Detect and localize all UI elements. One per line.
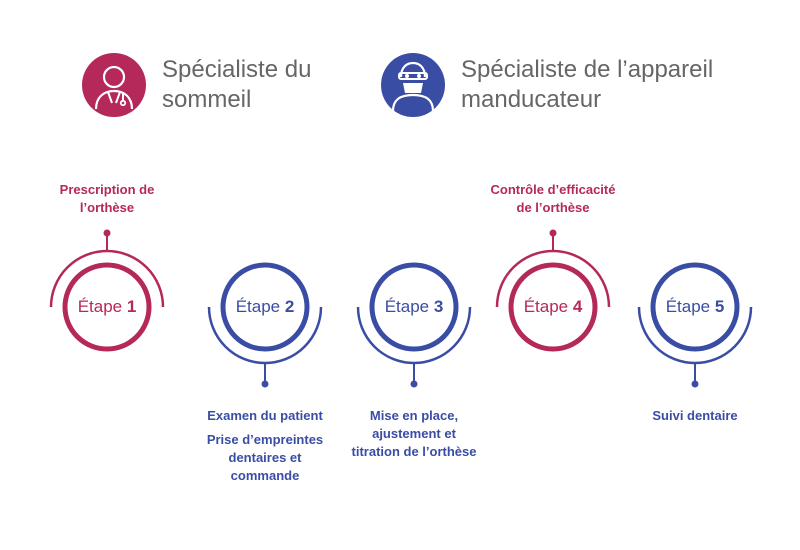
step-1-ring (62, 262, 152, 352)
step-3-connector-dot (410, 380, 418, 388)
step-2-arc (207, 306, 323, 365)
step-4-arc (495, 249, 611, 308)
step-5-description: Suivi dentaire (595, 407, 795, 425)
doctor-icon (82, 53, 146, 117)
step-2-word: Étape (235, 297, 285, 316)
step-4-label: Étape 4 (524, 297, 583, 317)
step-4-number: 4 (572, 297, 583, 316)
dentist-icon (381, 53, 445, 117)
step-2-description-text: Examen du patient (207, 408, 323, 423)
step-3-label: Étape 3 (385, 297, 444, 317)
step-1-word: Étape (77, 297, 127, 316)
step-4-connector-dot (549, 229, 557, 237)
step-1-connector-dot (103, 229, 111, 237)
step-2-description-extra: Prise d’empreintes dentaires et commande (206, 432, 324, 483)
step-1-description: Prescription de l’orthèse (7, 181, 207, 217)
step-3-number: 3 (433, 297, 444, 316)
legend-dental-specialist: Spécialiste de l’appareil manducateur (381, 53, 713, 117)
step-4-word: Étape (523, 297, 573, 316)
step-2-number: 2 (284, 297, 295, 316)
step-1-number: 1 (126, 297, 137, 316)
step-5-ring (650, 262, 740, 352)
step-1-label: Étape 1 (78, 297, 137, 317)
step-5-word: Étape (665, 297, 715, 316)
step-4-ring (508, 262, 598, 352)
step-2-ring (220, 262, 310, 352)
step-4-description-text: Contrôle d’efficacité de l’orthèse (490, 182, 616, 215)
step-3-description-text: Mise en place, ajustement et titration de … (351, 408, 477, 459)
step-3-arc (356, 306, 472, 365)
legend-sleep-label: Spécialiste du sommeil (162, 56, 312, 113)
step-1-description-text: Prescription de l’orthèse (59, 182, 155, 215)
step-1-arc (49, 249, 165, 308)
step-5-number: 5 (714, 297, 725, 316)
legend-dental-label: Spécialiste de l’appareil manducateur (461, 56, 714, 113)
step-5-label: Étape 5 (666, 297, 725, 317)
step-3-ring (369, 262, 459, 352)
step-3-word: Étape (384, 297, 434, 316)
step-5-arc (637, 306, 753, 365)
step-2-description: Examen du patient Prise d’empreintes denta… (165, 407, 365, 485)
step-4-description: Contrôle d’efficacité de l’orthèse (453, 181, 653, 217)
step-3-description: Mise en place, ajustement et titration de … (314, 407, 514, 461)
step-2-connector-dot (261, 380, 269, 388)
step-5-connector-dot (691, 380, 699, 388)
legend-sleep-specialist: Spécialiste du sommeil (82, 53, 311, 117)
step-2-label: Étape 2 (236, 297, 295, 317)
step-5-description-text: Suivi dentaire (652, 408, 738, 423)
